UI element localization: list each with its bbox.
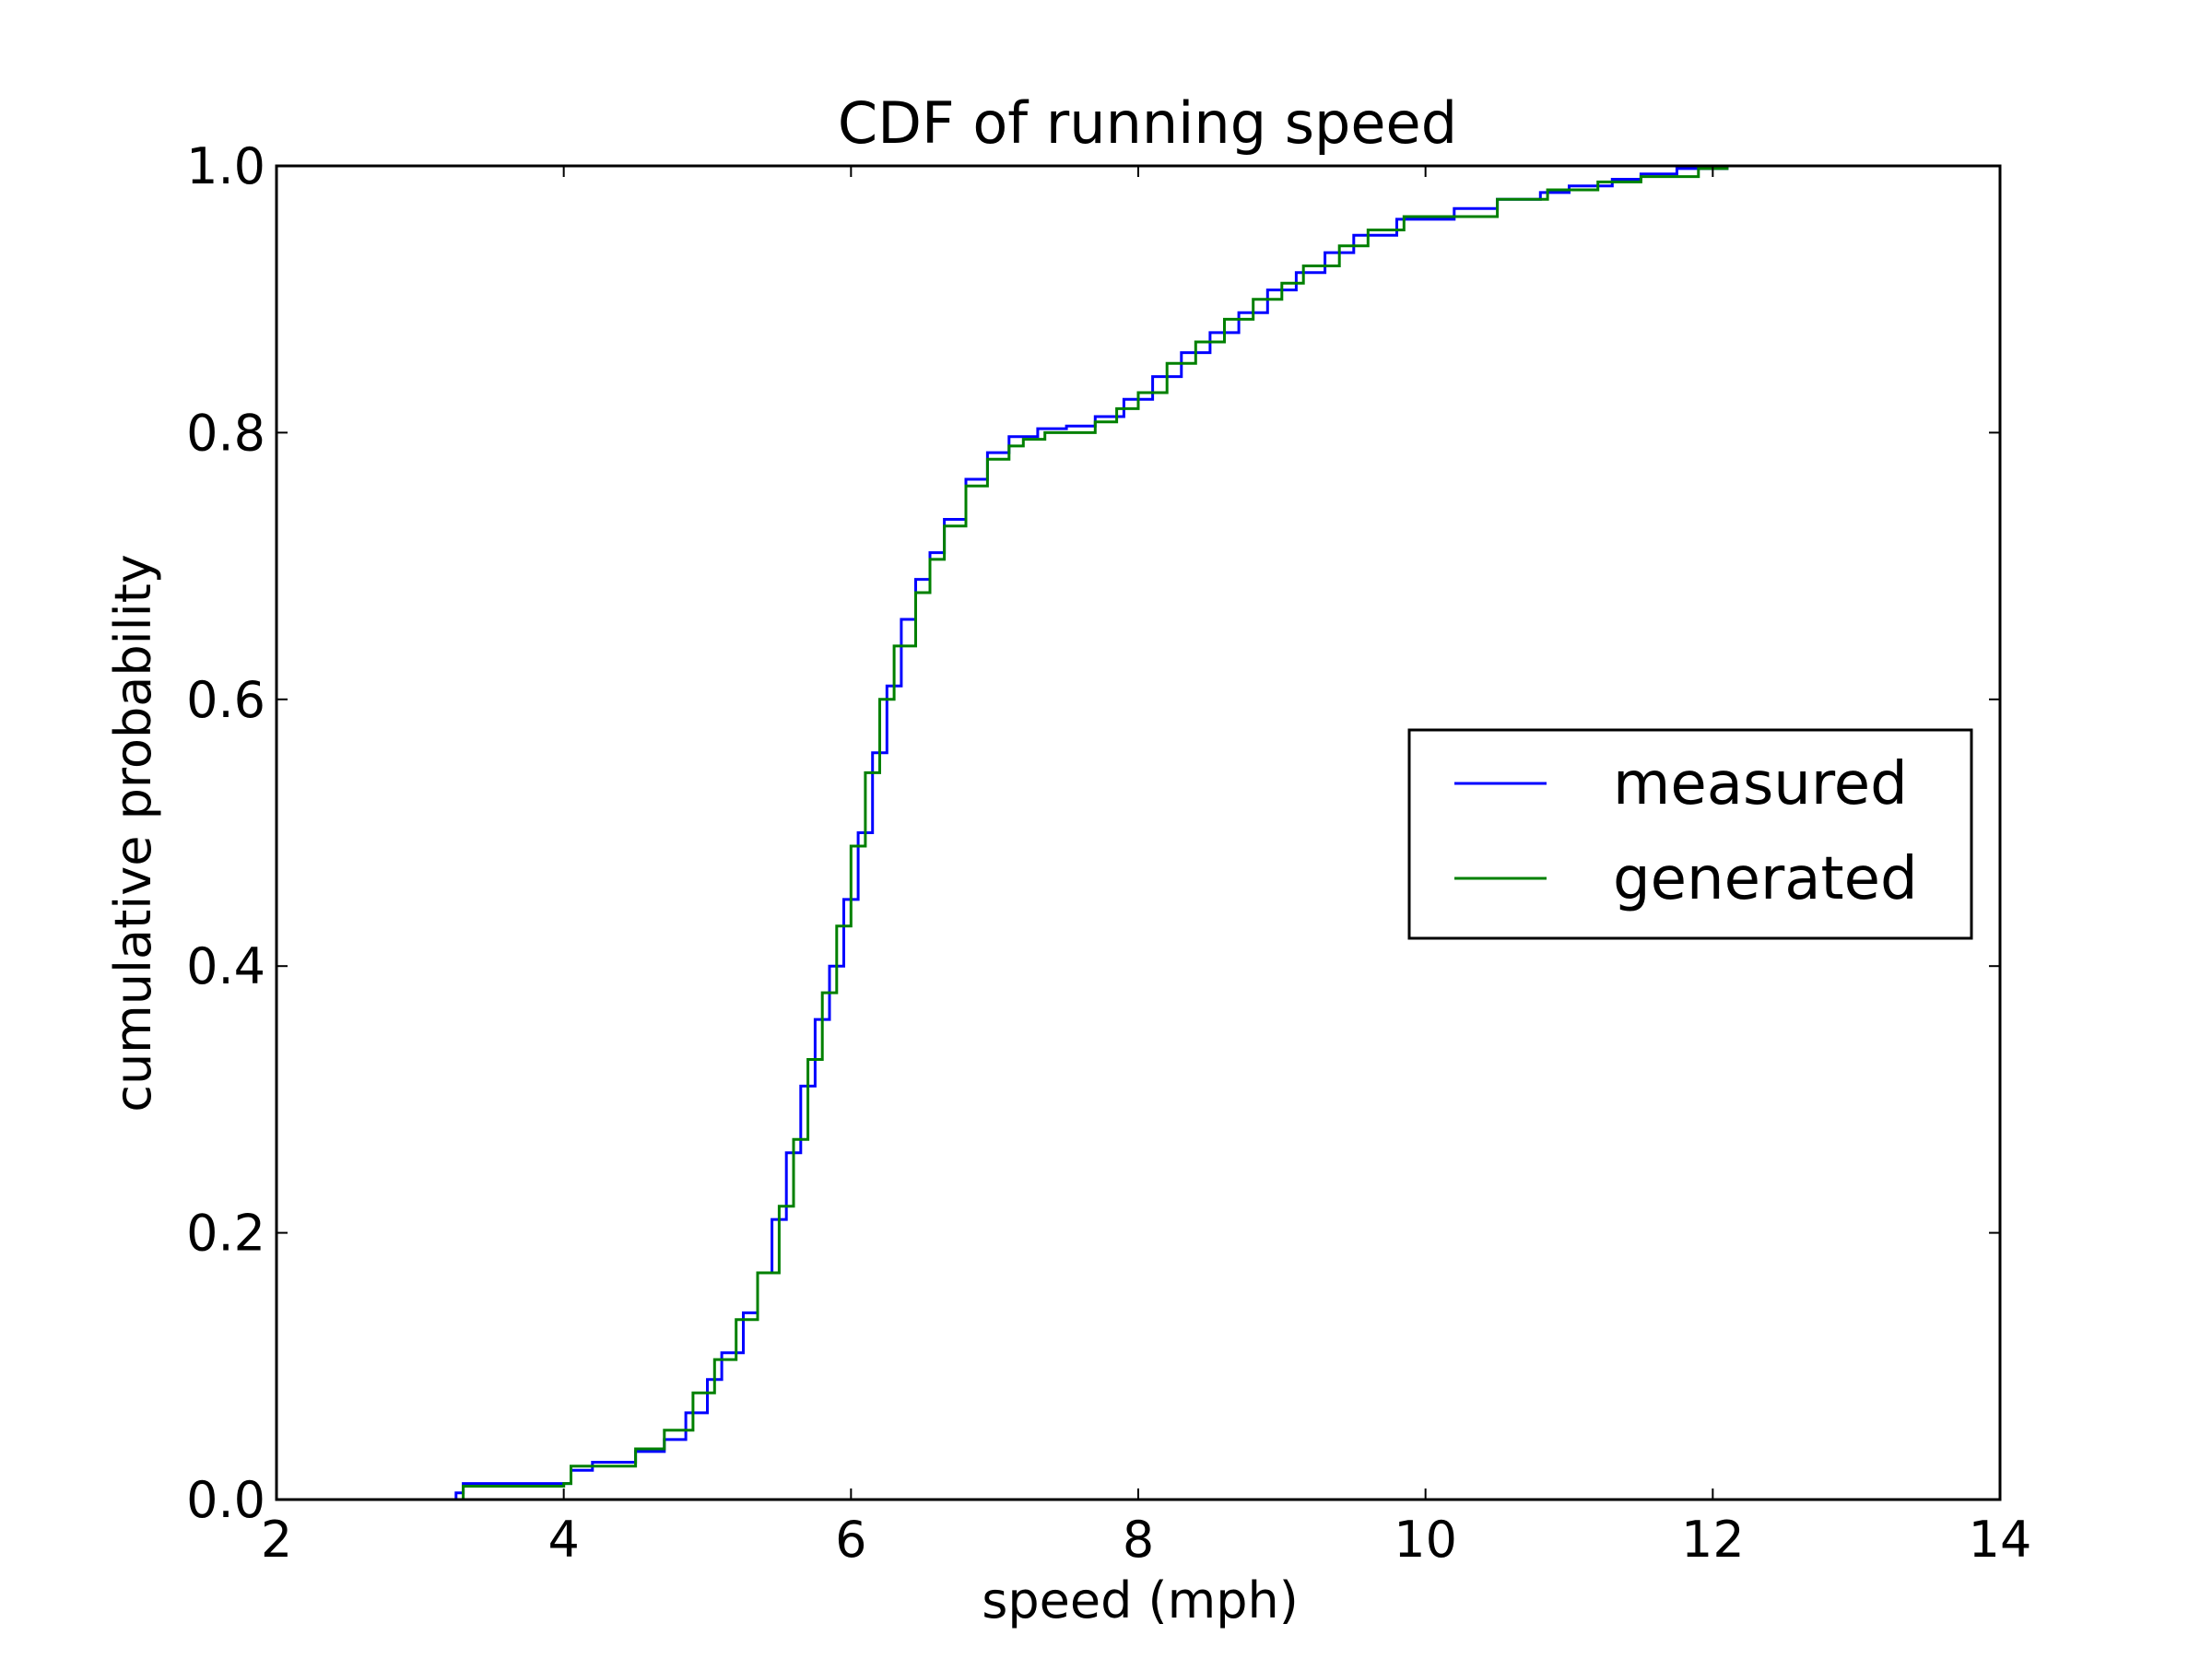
x-tick-label: 10 bbox=[1394, 1511, 1457, 1569]
x-tick-label: 6 bbox=[835, 1511, 866, 1569]
legend-label-generated: generated bbox=[1613, 845, 1918, 913]
y-tick-label: 0.2 bbox=[186, 1205, 265, 1263]
y-axis-label: cumulative probability bbox=[104, 554, 162, 1112]
series-line-generated bbox=[427, 166, 1729, 1501]
legend-frame bbox=[1407, 728, 1973, 940]
x-tick-label: 8 bbox=[1123, 1511, 1154, 1569]
x-tick-label: 14 bbox=[1969, 1511, 2032, 1569]
x-tick-label: 12 bbox=[1681, 1511, 1745, 1569]
x-tick-label: 2 bbox=[261, 1511, 292, 1569]
y-tick-label: 1.0 bbox=[186, 137, 265, 195]
legend: measured generated bbox=[1407, 728, 1973, 940]
x-axis-label: speed (mph) bbox=[982, 1571, 1299, 1630]
ticks-layer: 2 4 6 8 10 12 14 0.0 0.2 0.4 0.6 0.8 1.0 bbox=[186, 137, 2031, 1569]
y-tick-label: 0.4 bbox=[186, 937, 265, 995]
x-tick-label: 4 bbox=[547, 1511, 579, 1569]
legend-label-measured: measured bbox=[1613, 750, 1908, 818]
series-layer bbox=[427, 166, 1729, 1501]
chart-title: CDF of running speed bbox=[838, 89, 1457, 157]
y-tick-label: 0.8 bbox=[186, 404, 265, 462]
y-tick-label: 0.6 bbox=[186, 671, 265, 729]
y-tick-label: 0.0 bbox=[186, 1471, 265, 1529]
